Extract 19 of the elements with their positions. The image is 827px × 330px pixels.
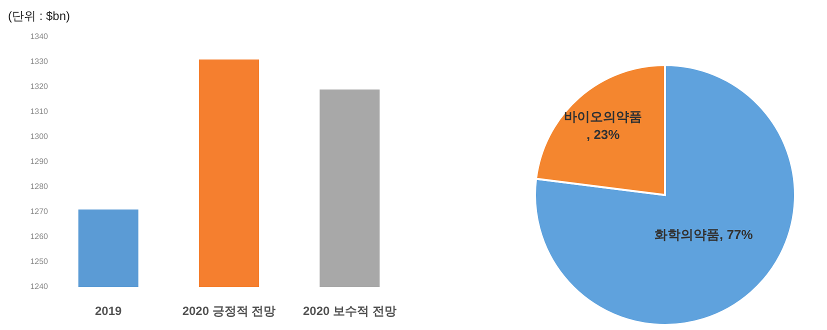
x-tick-label: 2020 보수적 전망 — [302, 304, 396, 318]
y-tick-label: 1290 — [30, 157, 49, 166]
y-tick-label: 1250 — [30, 257, 49, 266]
slice-label: 바이오의약품 — [564, 108, 642, 124]
y-axis-title: (단위 : $bn) — [8, 9, 70, 23]
y-tick-label: 1280 — [30, 182, 49, 192]
y-tick-label: 1310 — [30, 107, 49, 116]
y-tick-label: 1340 — [30, 32, 49, 42]
y-tick-label: 1300 — [30, 132, 49, 142]
y-tick-label: 1330 — [30, 57, 49, 66]
pie-slice — [534, 64, 796, 326]
x-tick-label: 2019 — [94, 304, 122, 318]
y-tick-label: 1260 — [30, 232, 49, 242]
y-tick-label: 1320 — [30, 82, 49, 92]
x-tick-label: 2020 긍정적 전망 — [182, 304, 276, 318]
data-label: , 23% — [586, 127, 620, 142]
y-tick-label: 1240 — [30, 282, 49, 292]
y-tick-label: 1270 — [30, 207, 49, 216]
slice-label: 화학의약품, 77% — [654, 226, 754, 242]
